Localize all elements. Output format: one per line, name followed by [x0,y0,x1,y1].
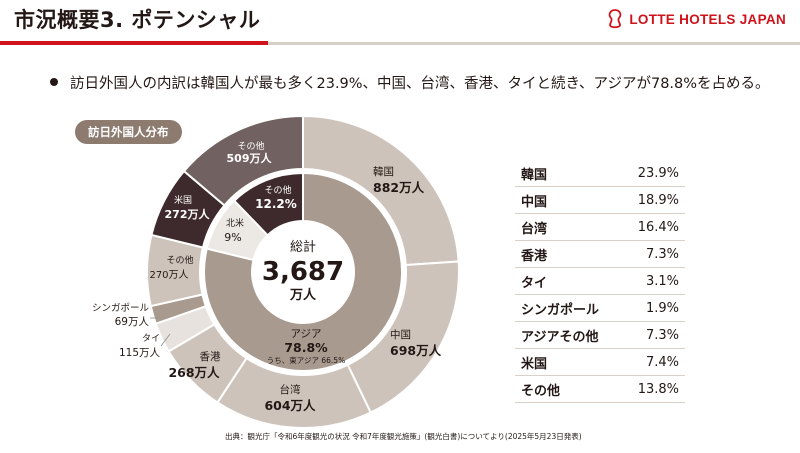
bullet-icon [50,78,58,86]
center-label: 総計 [290,239,316,255]
stats-value: 1.9% [645,300,679,316]
summary-text: 訪日外国人の内訳は韓国人が最も多く23.9%、中国、台湾、香港、タイと続き、アジ… [70,76,770,92]
stats-value: 7.3% [645,327,679,343]
stats-label: 韓国 [521,167,548,183]
brand-logo: LOTTE HOTELS JAPAN [607,9,786,29]
label-other-value: 509万人 [227,151,273,165]
label-china-value: 698万人 [390,343,442,358]
summary-bullet: 訪日外国人の内訳は韓国人が最も多く23.9%、中国、台湾、香港、タイと続き、アジ… [50,72,770,93]
stats-value: 7.3% [645,246,679,262]
label-korea-name: 韓国 [373,166,394,178]
label-singapore-value: 69万人 [115,316,150,328]
label-asia-name: アジア [290,328,321,340]
lotte-logo-icon [609,9,622,29]
label-asia-note: うち、東アジア 66.5% [267,355,345,365]
stats-value: 23.9% [637,165,679,181]
stats-value: 7.4% [645,354,679,370]
chart-badge: 訪日外国人分布 [75,120,182,144]
label-other-name: その他 [237,140,264,152]
stats-row: 米国 7.4% [515,349,685,376]
center-value: 3,687 [262,257,344,287]
label-china-name: 中国 [390,328,411,341]
label-northamerica-name: 北米 [226,217,244,229]
center-hole [252,221,354,323]
stats-value: 3.1% [645,273,679,289]
label-other-share-name: その他 [264,184,291,196]
brand-name: LOTTE HOTELS JAPAN [629,11,786,27]
label-hongkong-name: 香港 [200,351,221,363]
stats-label: 中国 [521,194,548,210]
label-taiwan-value: 604万人 [264,398,316,413]
label-taiwan-name: 台湾 [280,383,301,396]
label-usa-name: 米国 [174,194,192,206]
stats-value: 16.4% [637,219,679,235]
stats-row: 台湾 16.4% [515,214,685,241]
label-asia-value: 78.8% [284,340,328,355]
stats-row: 香港 7.3% [515,241,685,268]
stats-label: 台湾 [521,221,548,237]
label-asia-other-value: 270万人 [149,269,188,281]
center-unit: 万人 [289,287,317,303]
title-underline-gray [268,42,800,45]
stats-table: 韓国 23.9% 中国 18.9% 台湾 16.4% 香港 7.3% タイ 3.1% シンガポール 1… [515,160,685,403]
label-usa-value: 272万人 [165,207,211,221]
stats-row: 韓国 23.9% [515,160,685,187]
label-northamerica-value: 9% [224,231,241,244]
label-asia-other-name: その他 [166,254,193,266]
label-thailand-name: タイ [142,333,160,344]
stats-label: 香港 [521,248,548,264]
label-thailand-value: 115万人 [119,347,161,359]
stats-label: その他 [521,383,561,399]
label-singapore-name: シンガポール [92,303,150,314]
stats-value: 13.8% [637,381,679,397]
label-hongkong-value: 268万人 [168,365,220,380]
stats-row: シンガポール 1.9% [515,295,685,322]
page-title: 市況概要3. ポテンシャル [14,8,261,32]
source-note: 出典：観光庁「令和6年度観光の状況 令和7年度観光施策」(観光白書)についてより… [225,432,582,441]
stats-label: 米国 [521,356,548,372]
stats-label: シンガポール [521,302,600,318]
label-other-share-value: 12.2% [255,197,297,211]
leader-line-thailand [160,333,171,347]
stats-row: 中国 18.9% [515,187,685,214]
title-underline-red [0,41,268,45]
stats-row: タイ 3.1% [515,268,685,295]
outer-slice-9 [182,114,304,207]
label-korea-value: 882万人 [373,180,425,195]
stats-row: アジアその他 7.3% [515,322,685,349]
stats-label: タイ [521,275,548,291]
stats-label: アジアその他 [521,329,599,345]
stats-value: 18.9% [637,192,679,208]
stats-row: その他 13.8% [515,376,685,403]
